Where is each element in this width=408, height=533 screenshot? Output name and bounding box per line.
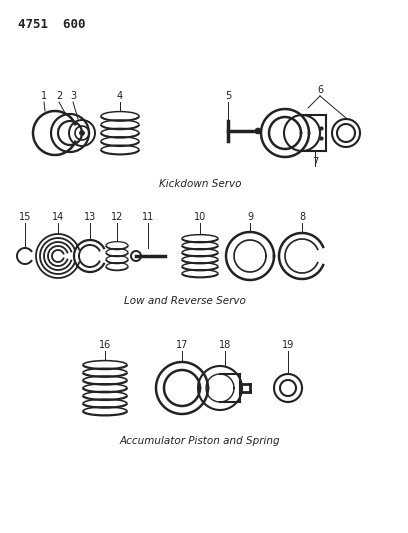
- Text: 16: 16: [99, 340, 111, 350]
- Text: 15: 15: [19, 212, 31, 222]
- Text: 17: 17: [176, 340, 188, 350]
- Text: 4751  600: 4751 600: [18, 18, 86, 31]
- Text: 9: 9: [247, 212, 253, 222]
- Text: 1: 1: [41, 91, 47, 101]
- Text: Low and Reverse Servo: Low and Reverse Servo: [124, 296, 246, 306]
- Text: 10: 10: [194, 212, 206, 222]
- Text: 13: 13: [84, 212, 96, 222]
- Text: 2: 2: [56, 91, 62, 101]
- Circle shape: [80, 131, 84, 135]
- Text: 5: 5: [225, 91, 231, 101]
- Text: 18: 18: [219, 340, 231, 350]
- Text: 11: 11: [142, 212, 154, 222]
- Text: Accumulator Piston and Spring: Accumulator Piston and Spring: [120, 436, 280, 446]
- Text: 3: 3: [70, 91, 76, 101]
- Text: 14: 14: [52, 212, 64, 222]
- Text: 4: 4: [117, 91, 123, 101]
- Text: 7: 7: [312, 157, 318, 167]
- Text: 6: 6: [317, 85, 323, 95]
- Circle shape: [255, 128, 261, 134]
- Text: Kickdown Servo: Kickdown Servo: [159, 179, 241, 189]
- Text: 8: 8: [299, 212, 305, 222]
- Text: 19: 19: [282, 340, 294, 350]
- Text: 12: 12: [111, 212, 123, 222]
